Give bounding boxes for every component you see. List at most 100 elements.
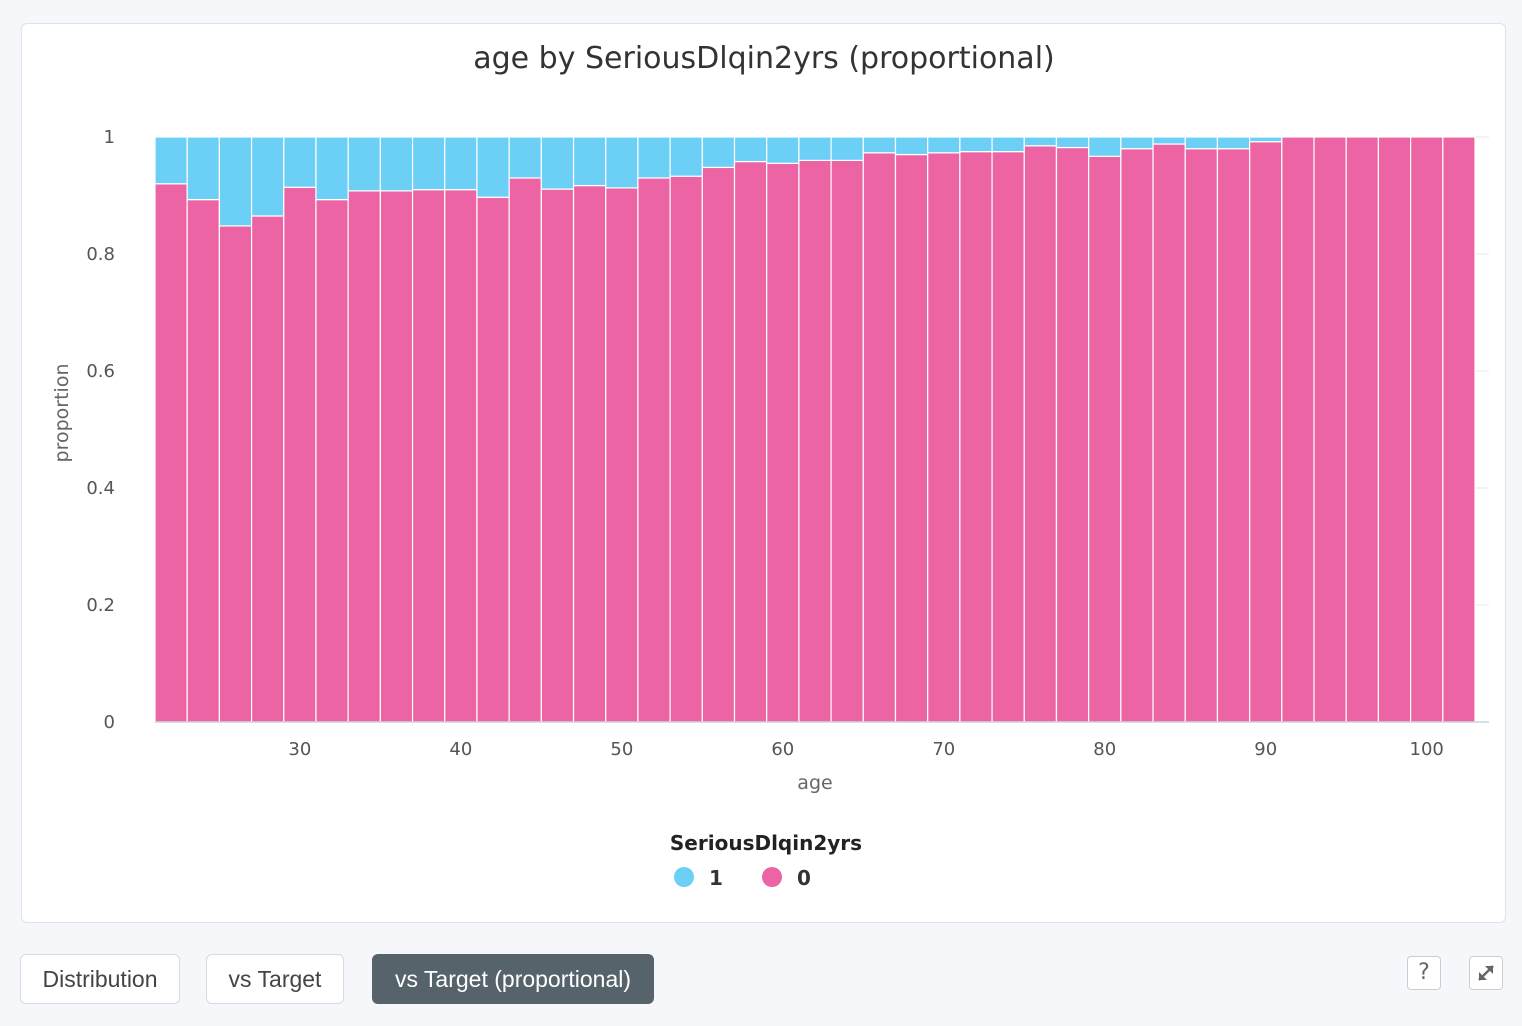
bar-segment-1[interactable]: [218, 136, 253, 227]
bar-segment-1[interactable]: [637, 136, 671, 179]
bar-segment-1[interactable]: [1023, 136, 1058, 147]
bar-segment-1[interactable]: [1088, 136, 1122, 157]
y-axis-label: proportion: [51, 364, 73, 463]
bar-segment-1[interactable]: [186, 136, 220, 201]
bar-segment-0[interactable]: [991, 151, 1025, 723]
bar-segment-0[interactable]: [1184, 148, 1219, 723]
legend-label: 0: [797, 866, 811, 890]
bar-segment-0[interactable]: [444, 189, 478, 723]
bar-segment-1[interactable]: [540, 136, 575, 190]
bar-segment-0[interactable]: [411, 189, 446, 723]
vs-target-button[interactable]: vs Target: [206, 954, 344, 1004]
bar-segment-0[interactable]: [476, 196, 510, 723]
bar-segment-1[interactable]: [1055, 136, 1090, 149]
vs-target-proportional-button[interactable]: vs Target (proportional): [372, 954, 654, 1004]
x-axis-label: age: [797, 772, 832, 794]
y-tick-label: 0.6: [86, 361, 115, 382]
x-tick-label: 70: [932, 739, 955, 760]
bar-segment-0[interactable]: [1120, 148, 1154, 723]
y-tick-label: 1: [104, 127, 115, 148]
bar-segment-0[interactable]: [605, 187, 639, 723]
bar-segment-0[interactable]: [154, 183, 188, 723]
bar-segment-0[interactable]: [669, 175, 703, 723]
bar-segment-0[interactable]: [862, 152, 897, 723]
bar-segment-0[interactable]: [1313, 136, 1347, 723]
bar-segment-1[interactable]: [347, 136, 381, 192]
axes: 0 0.2 0.4 0.6 0.8 1 30 40 50 60 70 80 90 100: [86, 127, 1489, 760]
bar-segment-0[interactable]: [572, 184, 607, 723]
bar-segment-1[interactable]: [315, 136, 349, 201]
bar-segment-1[interactable]: [411, 136, 446, 191]
bar-segment-0[interactable]: [283, 186, 317, 723]
bar-segment-0[interactable]: [1152, 143, 1186, 723]
bar-segment-0[interactable]: [701, 166, 736, 723]
bar-segment-0[interactable]: [1377, 136, 1412, 723]
expand-icon: [1478, 965, 1494, 981]
y-tick-label: 0.8: [86, 244, 115, 265]
bar-segment-1[interactable]: [1216, 136, 1251, 150]
bar-segment-0[interactable]: [1345, 136, 1380, 723]
bar-segment-0[interactable]: [927, 152, 961, 723]
bar-segment-0[interactable]: [508, 177, 542, 723]
bar-segment-1[interactable]: [444, 136, 478, 191]
bar-segment-1[interactable]: [669, 136, 703, 177]
legend-marker: [674, 867, 694, 887]
bar-segment-1[interactable]: [476, 136, 510, 198]
bar-segment-1[interactable]: [766, 136, 800, 164]
bar-segment-1[interactable]: [508, 136, 542, 179]
bar-segment-1[interactable]: [862, 136, 897, 154]
bar-segment-0[interactable]: [250, 215, 285, 723]
bar-segment-1[interactable]: [1152, 136, 1186, 145]
chart-card: age by SeriousDlqin2yrs (proportional) 0…: [21, 23, 1506, 923]
bar-segment-0[interactable]: [1442, 136, 1476, 723]
bar-segment-0[interactable]: [1088, 155, 1122, 723]
help-button[interactable]: ?: [1407, 956, 1441, 990]
bar-segment-0[interactable]: [1249, 141, 1283, 723]
bar-segment-0[interactable]: [186, 198, 220, 723]
bar-segment-1[interactable]: [154, 136, 188, 185]
bar-segment-1[interactable]: [798, 136, 832, 161]
legend-label: 1: [709, 866, 723, 890]
bar-segment-0[interactable]: [830, 159, 864, 723]
bar-segment-0[interactable]: [1281, 136, 1315, 723]
x-tick-label: 30: [288, 739, 311, 760]
bar-segment-1[interactable]: [605, 136, 639, 189]
bar-segment-0[interactable]: [1410, 136, 1444, 723]
bar-segment-1[interactable]: [1120, 136, 1154, 150]
bar-segment-1[interactable]: [830, 136, 864, 161]
bar-segment-1[interactable]: [1249, 136, 1283, 143]
x-tick-label: 60: [771, 739, 794, 760]
legend-item-0[interactable]: 0: [762, 866, 811, 890]
bar-segment-1[interactable]: [894, 136, 929, 156]
bar-segment-1[interactable]: [701, 136, 736, 169]
bar-segment-0[interactable]: [1055, 146, 1090, 723]
legend: SeriousDlqin2yrs 1 0: [670, 831, 862, 890]
bar-segment-0[interactable]: [347, 190, 381, 723]
legend-item-1[interactable]: 1: [674, 866, 723, 890]
bar-segment-1[interactable]: [572, 136, 607, 187]
bar-segment-1[interactable]: [991, 136, 1025, 153]
bar-segment-0[interactable]: [894, 153, 929, 723]
bar-segment-0[interactable]: [379, 190, 414, 723]
bar-segment-0[interactable]: [733, 160, 768, 723]
bar-segment-1[interactable]: [250, 136, 285, 217]
bar-segment-0[interactable]: [540, 188, 575, 723]
bar-segment-0[interactable]: [959, 151, 993, 723]
bar-segment-1[interactable]: [283, 136, 317, 188]
bar-segment-1[interactable]: [927, 136, 961, 154]
bar-segment-0[interactable]: [1216, 148, 1251, 723]
legend-title: SeriousDlqin2yrs: [670, 831, 862, 855]
bar-segment-0[interactable]: [766, 162, 800, 723]
bar-segment-1[interactable]: [1184, 136, 1219, 150]
bar-segment-0[interactable]: [1023, 145, 1058, 723]
bar-segment-0[interactable]: [798, 159, 832, 723]
expand-button[interactable]: [1469, 956, 1503, 990]
bar-segment-0[interactable]: [315, 198, 349, 723]
bars: [154, 136, 1476, 723]
bar-segment-0[interactable]: [637, 177, 671, 723]
bar-segment-1[interactable]: [959, 136, 993, 153]
bar-segment-0[interactable]: [218, 225, 253, 723]
bar-segment-1[interactable]: [379, 136, 414, 192]
distribution-button[interactable]: Distribution: [20, 954, 180, 1004]
bar-segment-1[interactable]: [733, 136, 768, 163]
